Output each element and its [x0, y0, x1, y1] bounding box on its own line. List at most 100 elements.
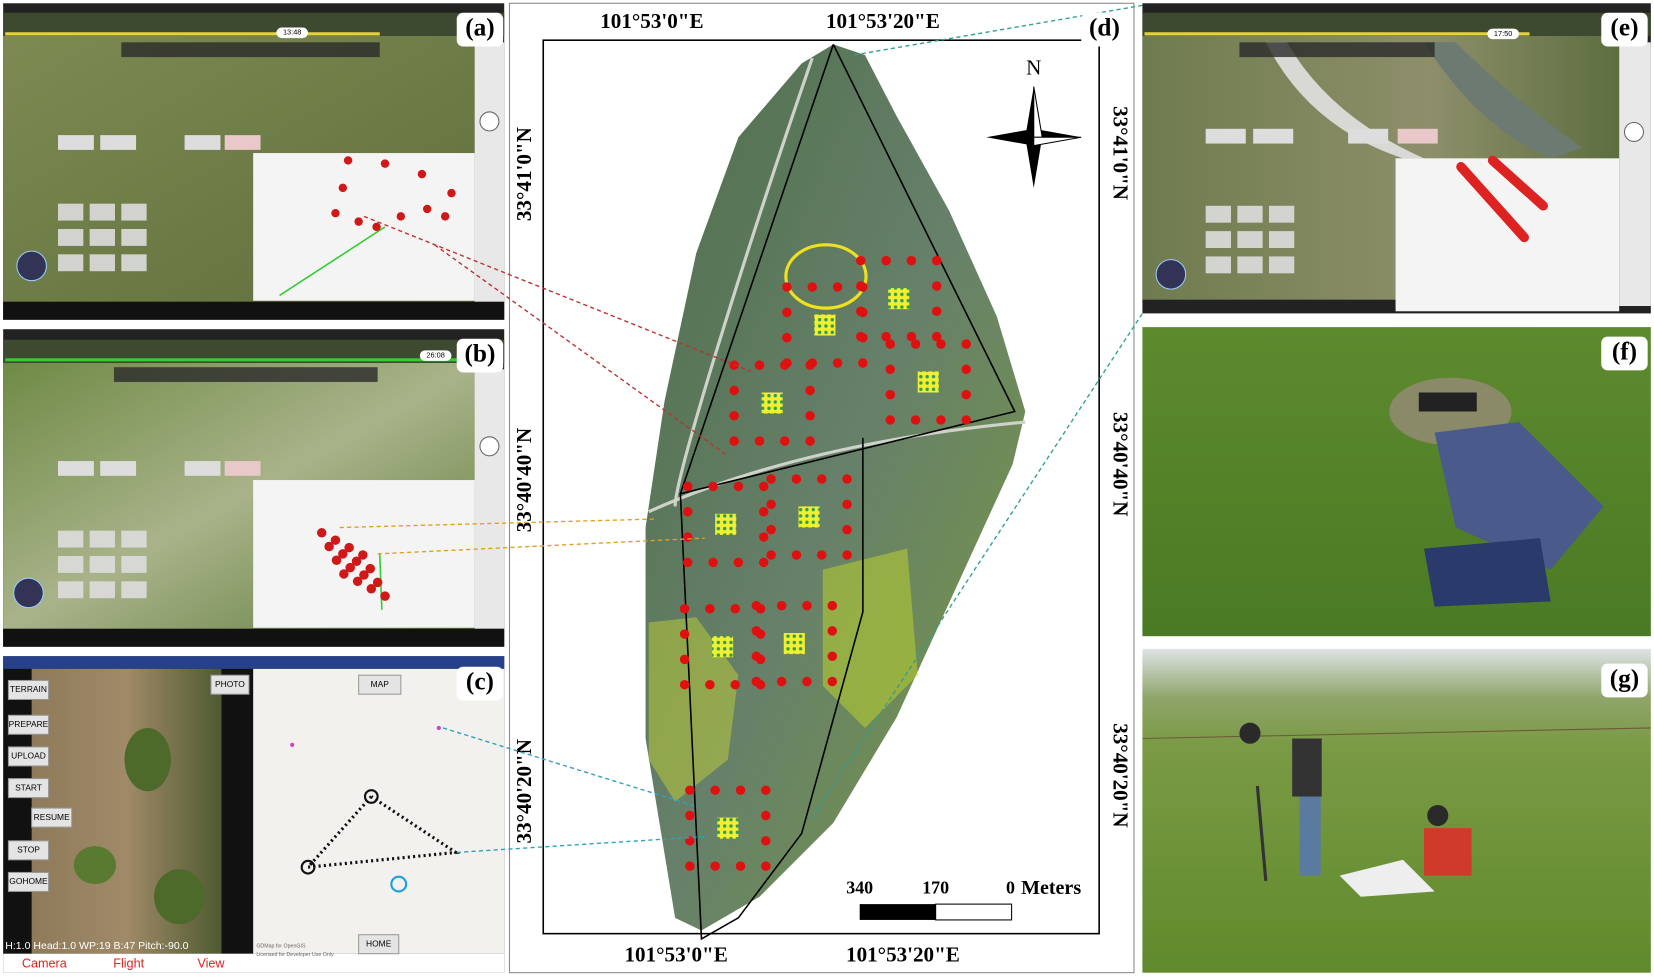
- app-button[interactable]: [7, 679, 50, 700]
- app-button[interactable]: [89, 530, 115, 548]
- button-label[interactable]: RESUME: [34, 812, 70, 822]
- app-button[interactable]: [7, 778, 50, 799]
- app-button[interactable]: [89, 254, 115, 272]
- app-button[interactable]: [1205, 256, 1232, 274]
- button-label[interactable]: TERRAIN: [10, 684, 47, 694]
- longitude-label: 101°53'20"E: [846, 943, 960, 967]
- app-button[interactable]: [1268, 231, 1295, 248]
- app-button[interactable]: [58, 254, 84, 272]
- person-legs: [1299, 796, 1321, 876]
- tab-label[interactable]: Flight: [113, 957, 144, 971]
- app-button[interactable]: [224, 461, 261, 476]
- app-button[interactable]: [58, 461, 94, 476]
- app-button[interactable]: [58, 530, 84, 548]
- app-button[interactable]: [58, 229, 84, 246]
- app-button[interactable]: [89, 203, 115, 221]
- app-button[interactable]: [1237, 231, 1263, 248]
- app-button[interactable]: [1205, 231, 1232, 248]
- app-button[interactable]: [58, 556, 84, 573]
- app-button[interactable]: [1205, 128, 1246, 144]
- app-button[interactable]: [7, 871, 50, 892]
- app-button[interactable]: [58, 581, 84, 599]
- app-button[interactable]: [7, 840, 50, 861]
- button-label[interactable]: PHOTO: [215, 679, 245, 689]
- radar: [16, 250, 47, 282]
- app-button[interactable]: [89, 581, 115, 599]
- app-button[interactable]: [1205, 205, 1232, 223]
- app-button[interactable]: [358, 934, 400, 955]
- panel-label: (e): [1610, 13, 1638, 41]
- waypoint: [363, 789, 379, 804]
- plot-point: [885, 415, 896, 425]
- tab-label[interactable]: View: [197, 957, 225, 971]
- plot-point: [856, 306, 866, 317]
- plot-point: [885, 339, 896, 349]
- shutter-button[interactable]: [1623, 121, 1644, 142]
- panel-b: 26:08: [3, 329, 505, 647]
- app-button[interactable]: [1397, 128, 1438, 144]
- app-button[interactable]: [121, 229, 147, 246]
- app-button[interactable]: [1268, 256, 1295, 274]
- app-button[interactable]: [1268, 205, 1295, 223]
- app-button[interactable]: [210, 674, 250, 695]
- button-label[interactable]: PREPARE: [9, 719, 49, 729]
- app-button[interactable]: [1237, 205, 1263, 223]
- app-button[interactable]: [89, 556, 115, 573]
- tab-label[interactable]: Camera: [22, 957, 68, 971]
- app-button[interactable]: [89, 229, 115, 246]
- app-button[interactable]: [224, 135, 261, 150]
- app-button[interactable]: [184, 461, 221, 476]
- credit: GDMap for OpenGIS: [256, 944, 306, 950]
- app-button[interactable]: [121, 530, 147, 548]
- app-button[interactable]: [58, 135, 94, 150]
- plot-point: [961, 415, 971, 425]
- app-button[interactable]: [100, 461, 137, 476]
- plot-square: [712, 636, 734, 658]
- road: [673, 57, 814, 507]
- app-button[interactable]: [1237, 256, 1263, 274]
- plot-point: [733, 557, 744, 568]
- panel-label: (b): [464, 339, 495, 367]
- button-label[interactable]: HOME: [366, 938, 392, 948]
- shutter-button[interactable]: [479, 111, 500, 132]
- button-label[interactable]: START: [15, 782, 42, 792]
- button-label[interactable]: STOP: [17, 845, 40, 855]
- plot-point: [791, 474, 802, 484]
- app-button[interactable]: [121, 556, 147, 573]
- app-button[interactable]: [1253, 128, 1294, 144]
- waypoint: [338, 549, 348, 559]
- waypoint: [330, 535, 341, 545]
- waypoint: [396, 212, 406, 221]
- app-button[interactable]: [184, 135, 221, 150]
- plot-point: [776, 676, 787, 687]
- flight-line: [279, 226, 386, 297]
- mini-map: [1395, 158, 1620, 312]
- shutter-button[interactable]: [479, 436, 500, 457]
- plot-point: [816, 474, 827, 484]
- plot-point: [708, 557, 718, 568]
- button-label[interactable]: GOHOME: [9, 876, 48, 886]
- plot-point: [679, 654, 690, 665]
- app-button[interactable]: [121, 254, 147, 272]
- app-button[interactable]: [358, 674, 402, 695]
- app-button[interactable]: [31, 807, 73, 828]
- app-button[interactable]: [58, 203, 84, 221]
- waypoint: [352, 576, 363, 587]
- plot-point: [858, 358, 868, 368]
- app-button[interactable]: [7, 746, 50, 767]
- plot-point: [961, 364, 971, 375]
- button-label[interactable]: MAP: [371, 679, 390, 689]
- waypoint: [372, 222, 381, 232]
- button-label[interactable]: UPLOAD: [11, 751, 46, 761]
- plot-point: [679, 629, 690, 639]
- waypoint: [345, 562, 355, 573]
- app-button[interactable]: [7, 714, 50, 735]
- app-button[interactable]: [121, 581, 147, 599]
- highlight-ellipse: [784, 243, 868, 310]
- plot-square: [761, 392, 783, 414]
- app-button[interactable]: [100, 135, 137, 150]
- plot-point: [758, 481, 769, 492]
- waypoint: [358, 550, 368, 560]
- app-button[interactable]: [121, 203, 147, 221]
- app-button[interactable]: [1348, 128, 1389, 144]
